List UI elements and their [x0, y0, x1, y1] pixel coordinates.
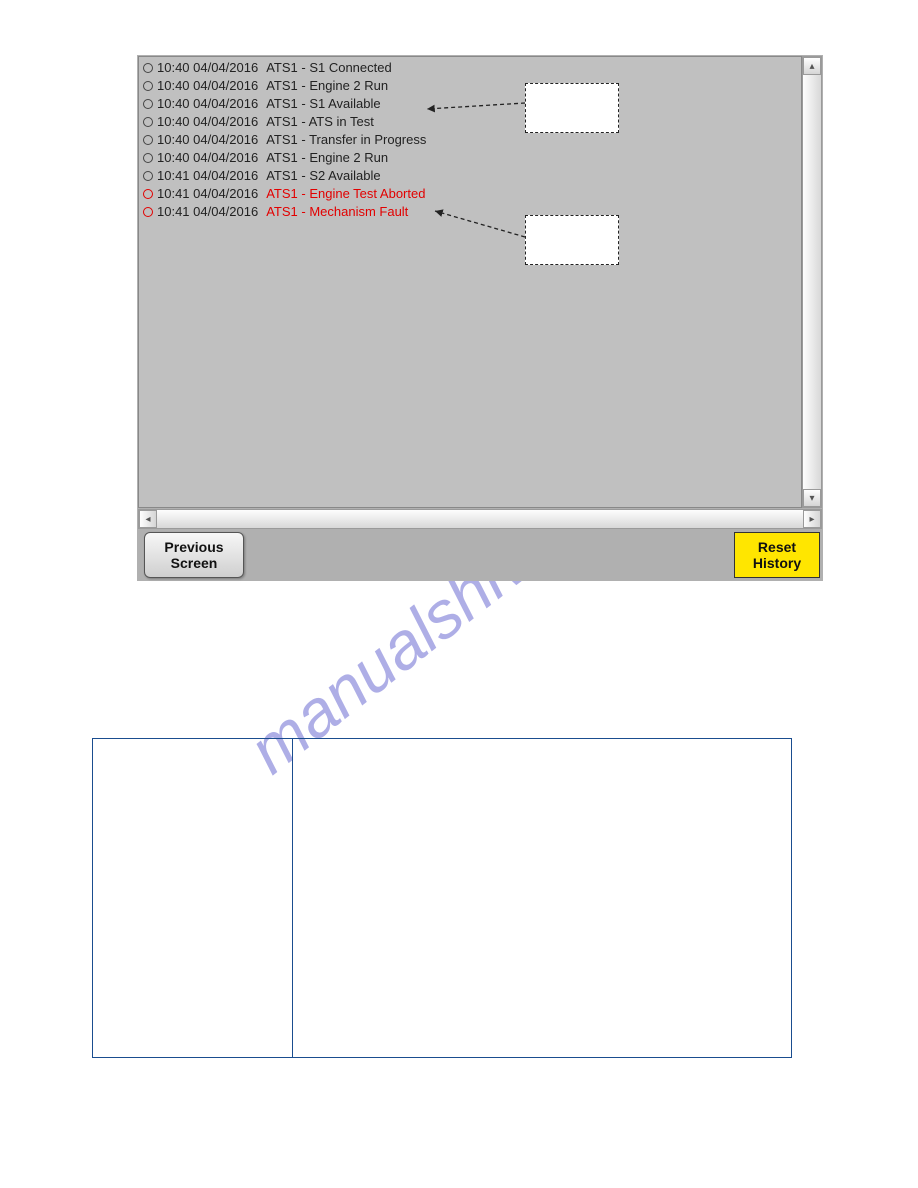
log-event-message: ATS1 - Engine 2 Run: [266, 77, 388, 95]
log-row: 10:40 04/04/2016 ATS1 - S1 Available: [143, 95, 797, 113]
log-timestamp: 10:41 04/04/2016: [157, 203, 258, 221]
vertical-scrollbar[interactable]: ▴ ▾: [802, 56, 822, 508]
log-event-message: ATS1 - Engine 2 Run: [266, 149, 388, 167]
previous-screen-button[interactable]: Previous Screen: [144, 532, 244, 578]
log-row: 10:40 04/04/2016 ATS1 - Engine 2 Run: [143, 77, 797, 95]
reset-history-label-2: History: [753, 555, 801, 571]
log-timestamp: 10:40 04/04/2016: [157, 95, 258, 113]
callout-box-alarms: [525, 215, 619, 265]
log-bullet-icon: [143, 153, 153, 163]
log-row: 10:40 04/04/2016 ATS1 - ATS in Test: [143, 113, 797, 131]
log-bullet-icon: [143, 63, 153, 73]
reset-history-button[interactable]: Reset History: [734, 532, 820, 578]
log-timestamp: 10:40 04/04/2016: [157, 149, 258, 167]
previous-screen-label-2: Screen: [171, 555, 218, 571]
description-table-col1: [93, 739, 293, 1057]
log-bullet-icon: [143, 81, 153, 91]
log-timestamp: 10:41 04/04/2016: [157, 185, 258, 203]
log-timestamp: 10:40 04/04/2016: [157, 131, 258, 149]
hmi-panel: 10:40 04/04/2016ATS1 - S1 Connected10:40…: [137, 55, 823, 581]
log-bullet-icon: [143, 117, 153, 127]
scroll-up-icon[interactable]: ▴: [803, 57, 821, 75]
event-log-area: 10:40 04/04/2016ATS1 - S1 Connected10:40…: [138, 56, 802, 508]
previous-screen-label-1: Previous: [164, 539, 223, 555]
log-row: 10:41 04/04/2016 ATS1 - S2 Available: [143, 167, 797, 185]
scroll-left-icon[interactable]: ◂: [139, 510, 157, 528]
scroll-right-icon[interactable]: ▸: [803, 510, 821, 528]
description-table: [92, 738, 792, 1058]
log-alarm-message: ATS1 - Engine Test Aborted: [266, 185, 425, 203]
log-row: 10:40 04/04/2016 ATS1 - S1 Connected: [143, 59, 797, 77]
reset-history-label-1: Reset: [758, 539, 796, 555]
log-bullet-icon: [143, 207, 153, 217]
log-row: 10:40 04/04/2016 ATS1 - Transfer in Progr…: [143, 131, 797, 149]
log-bullet-icon: [143, 99, 153, 109]
log-timestamp: 10:40 04/04/2016: [157, 77, 258, 95]
log-bullet-icon: [143, 189, 153, 199]
scroll-down-icon[interactable]: ▾: [803, 489, 821, 507]
log-event-message: ATS1 - Transfer in Progress: [266, 131, 426, 149]
horizontal-scrollbar[interactable]: ◂ ▸: [138, 509, 822, 529]
log-bullet-icon: [143, 171, 153, 181]
log-row: 10:41 04/04/2016 ATS1 - Mechanism Fault: [143, 203, 797, 221]
log-event-message: ATS1 - S2 Available: [266, 167, 380, 185]
log-timestamp: 10:41 04/04/2016: [157, 167, 258, 185]
log-event-message: ATS1 - S1 Connected: [266, 59, 392, 77]
button-bar: Previous Screen Reset History: [138, 530, 822, 580]
log-alarm-message: ATS1 - Mechanism Fault: [266, 203, 408, 221]
description-table-col2: [293, 739, 791, 1057]
log-timestamp: 10:40 04/04/2016: [157, 113, 258, 131]
callout-box-events: [525, 83, 619, 133]
log-event-message: ATS1 - ATS in Test: [266, 113, 374, 131]
log-row: 10:41 04/04/2016 ATS1 - Engine Test Abort…: [143, 185, 797, 203]
log-row: 10:40 04/04/2016 ATS1 - Engine 2 Run: [143, 149, 797, 167]
log-event-message: ATS1 - S1 Available: [266, 95, 380, 113]
log-timestamp: 10:40 04/04/2016: [157, 59, 258, 77]
log-bullet-icon: [143, 135, 153, 145]
